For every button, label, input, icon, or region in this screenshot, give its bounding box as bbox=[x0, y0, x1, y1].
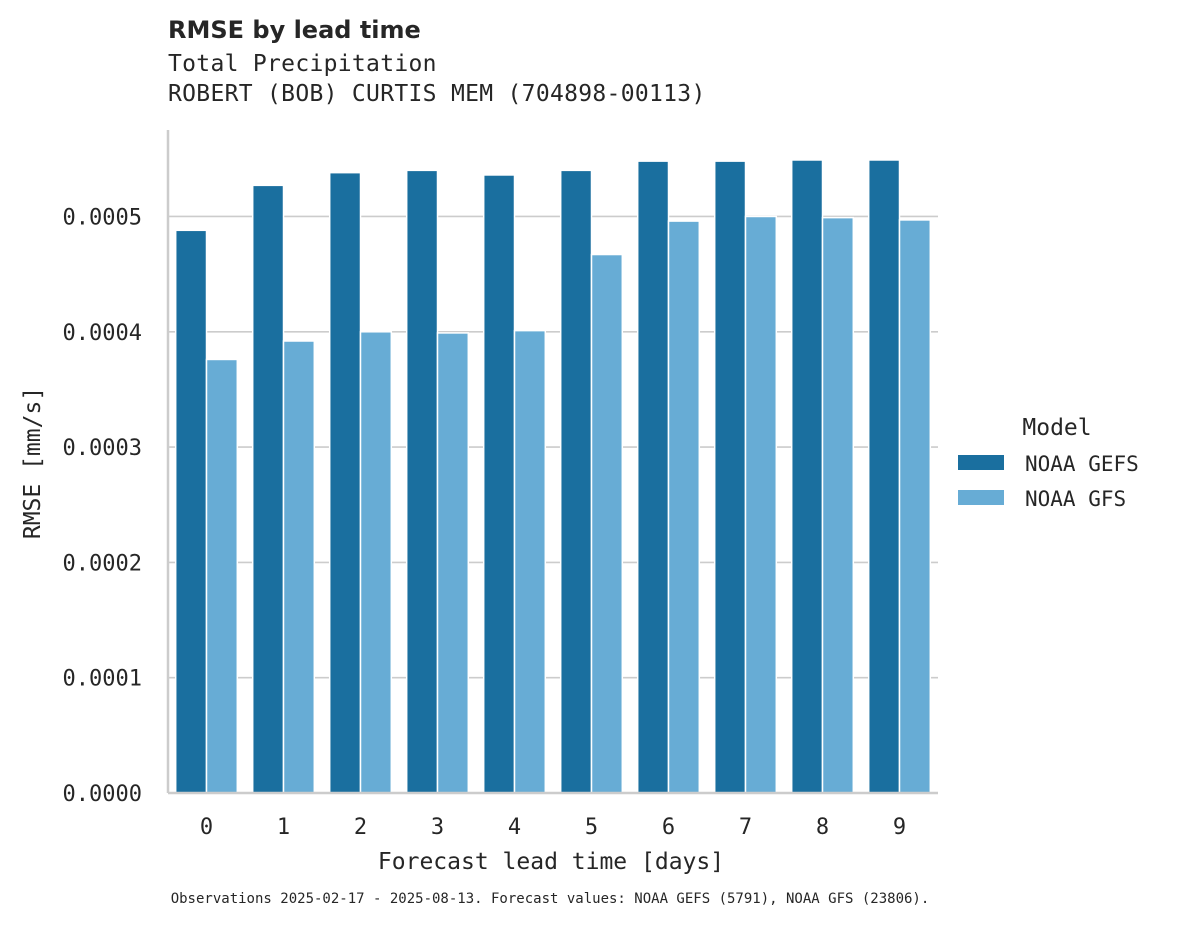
x-tick-labels: 0 1 2 3 4 5 6 7 8 9 bbox=[200, 815, 906, 840]
bar-noaa-gefs-9 bbox=[867, 159, 901, 794]
bar-noaa-gfs-6 bbox=[667, 220, 701, 794]
bar-noaa-gfs-3 bbox=[436, 332, 470, 794]
bar-noaa-gefs-2 bbox=[328, 171, 362, 794]
bar-noaa-gefs-1 bbox=[251, 184, 285, 794]
x-tick-label-9: 9 bbox=[893, 815, 906, 840]
x-tick-label-0: 0 bbox=[200, 815, 213, 840]
chart-subtitle-station: ROBERT (BOB) CURTIS MEM (704898-00113) bbox=[168, 81, 706, 107]
axes bbox=[166, 130, 938, 795]
x-tick-label-2: 2 bbox=[354, 815, 367, 840]
legend-swatch-1 bbox=[958, 490, 1004, 505]
x-tick-label-8: 8 bbox=[816, 815, 829, 840]
y-axis-label: RMSE [mm/s] bbox=[20, 387, 46, 539]
y-tick-label-4: 0.0004 bbox=[63, 321, 142, 346]
chart-title: RMSE by lead time bbox=[168, 16, 421, 44]
bar-noaa-gefs-4 bbox=[482, 174, 516, 794]
bar-noaa-gfs-1 bbox=[282, 340, 316, 794]
bar-noaa-gfs-5 bbox=[590, 253, 624, 794]
bar-noaa-gefs-7 bbox=[713, 160, 747, 794]
y-tick-label-3: 0.0003 bbox=[63, 436, 142, 461]
bar-noaa-gfs-9 bbox=[898, 219, 932, 794]
bar-noaa-gefs-8 bbox=[790, 159, 824, 794]
bar-noaa-gfs-0 bbox=[205, 358, 239, 794]
y-tick-labels: 0.0000 0.0001 0.0002 0.0003 0.0004 0.0005 bbox=[63, 205, 142, 807]
bar-noaa-gfs-4 bbox=[513, 329, 547, 794]
y-tick-label-0: 0.0000 bbox=[63, 782, 142, 807]
bar-noaa-gefs-5 bbox=[559, 169, 593, 794]
x-tick-label-3: 3 bbox=[431, 815, 444, 840]
x-tick-label-5: 5 bbox=[585, 815, 598, 840]
bar-noaa-gefs-0 bbox=[174, 229, 208, 794]
x-tick-label-1: 1 bbox=[277, 815, 290, 840]
x-tick-label-6: 6 bbox=[662, 815, 675, 840]
y-tick-label-5: 0.0005 bbox=[63, 205, 142, 230]
bars bbox=[174, 159, 932, 794]
legend-label-1: NOAA GFS bbox=[1025, 487, 1126, 511]
chart-subtitle-variable: Total Precipitation bbox=[168, 51, 437, 77]
bar-noaa-gefs-6 bbox=[636, 160, 670, 794]
y-tick-label-1: 0.0001 bbox=[63, 667, 142, 692]
legend-title: Model bbox=[1022, 415, 1091, 441]
bar-noaa-gefs-3 bbox=[405, 169, 439, 794]
legend: Model NOAA GEFS NOAA GFS bbox=[958, 415, 1139, 511]
x-axis-label: Forecast lead time [days] bbox=[378, 849, 724, 875]
bar-noaa-gfs-2 bbox=[359, 331, 393, 794]
y-tick-label-2: 0.0002 bbox=[63, 551, 142, 576]
legend-label-0: NOAA GEFS bbox=[1025, 452, 1139, 476]
chart-footnote: Observations 2025-02-17 - 2025-08-13. Fo… bbox=[170, 891, 930, 907]
x-tick-label-7: 7 bbox=[739, 815, 752, 840]
bar-noaa-gfs-8 bbox=[821, 216, 855, 794]
x-tick-label-4: 4 bbox=[508, 815, 521, 840]
legend-swatch-0 bbox=[958, 455, 1004, 470]
bar-noaa-gfs-7 bbox=[744, 215, 778, 794]
